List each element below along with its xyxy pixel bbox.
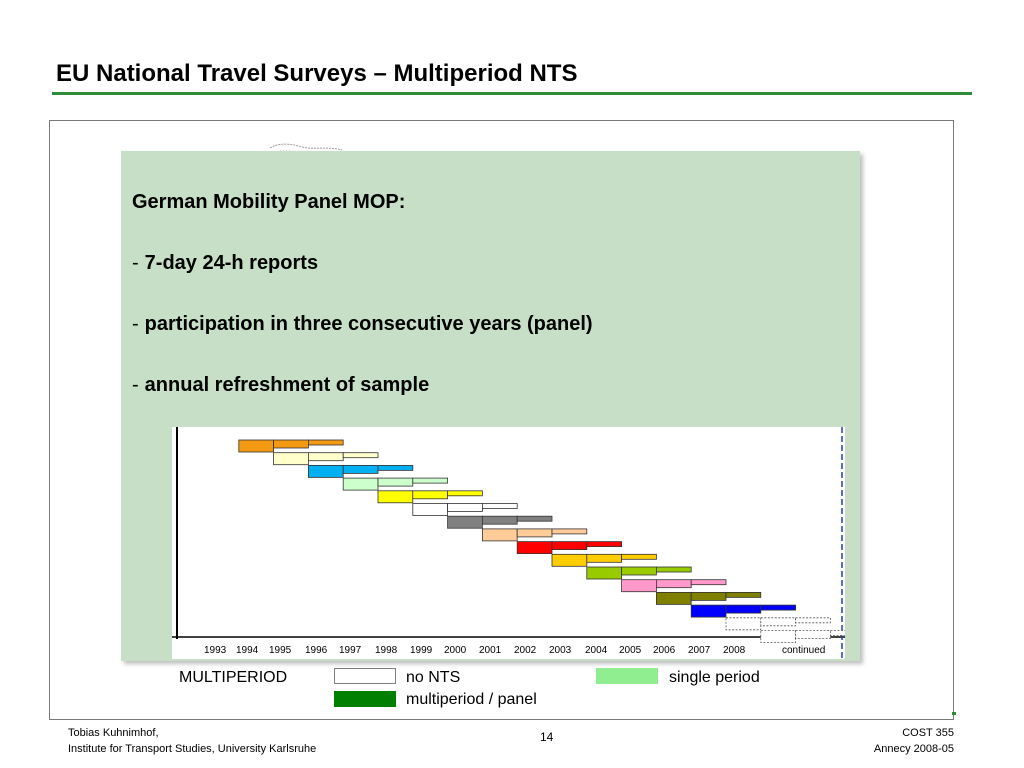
gantt-bar-year1 — [655, 591, 692, 605]
footer-conference: COST 355 — [902, 727, 954, 739]
legend-no-nts-label: no NTS — [406, 669, 461, 686]
x-tick-label: 2005 — [619, 645, 642, 656]
gantt-bar-year2 — [377, 477, 414, 487]
legend-single-period-label: single period — [669, 669, 760, 686]
gantt-bar-year3 — [760, 604, 796, 611]
x-tick-label: 2004 — [585, 645, 608, 656]
gantt-bar-year3 — [342, 452, 379, 459]
content-frame — [49, 120, 954, 720]
gantt-bar-year1 — [447, 515, 483, 529]
bullet-dash: - — [132, 374, 139, 396]
gantt-bar-year1 — [725, 617, 762, 631]
legend-single-period-swatch — [596, 668, 658, 684]
gantt-bar-year2 — [586, 553, 622, 563]
footer-conference-block: COST 355 Annecy 2008-05 — [874, 725, 954, 757]
legend-multiperiod-panel-label: multiperiod / panel — [406, 691, 537, 708]
x-tick-label: 1997 — [339, 645, 362, 656]
gantt-bar-year3 — [621, 553, 657, 560]
info-panel: German Mobility Panel MOP: -7-day 24-h r… — [121, 151, 860, 661]
x-tick-label: 2001 — [479, 645, 502, 656]
gantt-bar-year3 — [516, 515, 553, 522]
legend-multiperiod-panel-swatch — [334, 691, 396, 707]
gantt-bar-year3 — [377, 465, 414, 471]
gantt-bar-year2 — [760, 617, 796, 627]
gantt-bar-year1 — [516, 541, 553, 554]
slide-title: EU National Travel Surveys – Multiperiod… — [56, 60, 578, 87]
x-tick-label: 2000 — [444, 645, 467, 656]
x-tick-label: 1999 — [410, 645, 433, 656]
gantt-bar-year3 — [690, 579, 727, 586]
gantt-bar-year2 — [307, 452, 344, 462]
x-tick-label: continued — [782, 645, 825, 656]
gantt-bar-year3 — [307, 439, 344, 446]
gantt-bar-year1 — [586, 566, 622, 580]
gantt-bar-year3 — [830, 630, 845, 636]
gantt-bar-year2 — [481, 515, 518, 525]
bullet-text: 7-day 24-h reports — [144, 252, 319, 274]
gantt-bar-year1 — [273, 452, 309, 466]
x-tick-label: 2006 — [653, 645, 676, 656]
gantt-bar-year1 — [551, 553, 588, 567]
gantt-bar-year1 — [481, 528, 518, 542]
bullet-dash: - — [132, 252, 139, 274]
gantt-bar-year2 — [273, 439, 309, 449]
footer-author: Tobias Kuhnimhof, — [68, 727, 159, 739]
footer-venue: Annecy 2008-05 — [873, 743, 954, 755]
footer-author-block: Tobias Kuhnimhof, Institute for Transpor… — [68, 725, 316, 757]
gantt-bar-year3 — [447, 490, 483, 497]
gantt-bar-year1 — [342, 477, 379, 491]
gantt-bar-year2 — [621, 566, 657, 576]
gantt-bar-year1 — [307, 465, 344, 478]
bullet-dash: - — [132, 313, 139, 335]
x-tick-label: 1998 — [375, 645, 398, 656]
x-tick-label: 2008 — [723, 645, 746, 656]
gantt-chart: 1993 1994 1995 1996 1997 1998 1999 2000 2001 2002… — [172, 427, 845, 659]
gantt-bar-year3 — [412, 477, 449, 484]
bullet-item: - annual refreshment of sample — [132, 374, 429, 397]
x-tick-label: 1995 — [269, 645, 292, 656]
x-tick-label: 1996 — [305, 645, 328, 656]
page-number: 14 — [540, 730, 554, 744]
gantt-bar-year2 — [516, 528, 553, 538]
gantt-bar-year1 — [377, 490, 414, 504]
x-tick-label: 2002 — [514, 645, 537, 656]
gantt-bar-year2 — [447, 503, 483, 512]
title-underline — [52, 92, 972, 95]
gantt-bar-year1 — [621, 579, 657, 593]
gantt-bar-year1 — [760, 630, 796, 643]
gantt-bar-year3 — [655, 566, 692, 573]
legend-no-nts-swatch — [334, 668, 396, 684]
x-tick-label: 2003 — [549, 645, 572, 656]
gantt-bar-year1 — [238, 439, 275, 453]
bullet-item: -7-day 24-h reports — [132, 252, 318, 275]
gantt-bar-year2 — [551, 541, 588, 550]
footer-institute: Institute for Transport Studies, Univers… — [68, 743, 317, 755]
gantt-bar-year2 — [725, 604, 762, 614]
gantt-bar-year3 — [586, 541, 622, 547]
gantt-bar-year2 — [412, 490, 449, 500]
corner-mark — [952, 712, 956, 715]
bullet-text: participation in three consecutive years… — [144, 313, 593, 335]
gantt-bar-year3 — [551, 528, 588, 535]
panel-heading: German Mobility Panel MOP: — [132, 191, 406, 213]
map-outline — [269, 143, 343, 153]
x-tick-label: 1994 — [236, 645, 259, 656]
gantt-bar-year3 — [481, 503, 518, 509]
gantt-svg: 1993 1994 1995 1996 1997 1998 1999 2000 2001 2002… — [172, 427, 845, 659]
x-tick-label: 1993 — [204, 645, 227, 656]
gantt-bar-year1 — [690, 604, 727, 618]
gantt-bar-year2 — [655, 579, 692, 589]
gantt-bar-year2 — [690, 591, 727, 601]
bullet-item: - participation in three consecutive year… — [132, 313, 593, 336]
gantt-bar-year1 — [412, 503, 449, 516]
legend-multiperiod-label: MULTIPERIOD — [179, 669, 288, 686]
gantt-bar-year3 — [795, 617, 831, 624]
bullet-text: annual refreshment of sample — [144, 374, 430, 396]
gantt-bar-year3 — [725, 591, 762, 598]
x-tick-label: 2007 — [688, 645, 711, 656]
gantt-bar-year2 — [342, 465, 379, 474]
gantt-bar-year2 — [795, 630, 831, 639]
